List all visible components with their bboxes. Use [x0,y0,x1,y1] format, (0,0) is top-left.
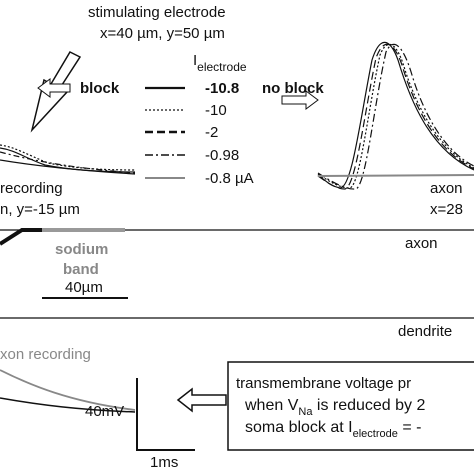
dendrite-label: dendrite [398,323,452,340]
legend-title-main: I [193,52,197,69]
sodium-label: sodium [55,241,108,258]
trace [0,151,136,174]
trace [0,147,136,173]
box-text-sub: Na [298,406,313,418]
legend-entry: -0.8 µA [205,170,254,187]
no-block-label: no block [262,80,324,97]
legend-entry: -10 [205,102,227,119]
box-text-part: is reduced by 2 [312,397,425,414]
scale-label: 40µm [65,279,103,296]
recording-label: axon [430,180,463,197]
axon-hillock [0,228,42,246]
legend-entry: -10.8 [205,80,239,97]
sodium-label: band [63,261,99,278]
scale-bar [136,378,195,451]
box-text-part: soma block at I [245,419,353,436]
block-label: block [80,80,120,97]
box-text-part: = - [398,419,422,436]
trace [0,144,136,171]
box-text: transmembrane voltage pr [236,375,411,392]
trace [317,43,474,190]
axon-label: axon [405,235,438,252]
legend-entry: -0.98 [205,147,239,164]
trace [0,397,136,413]
box-text-sub: electrode [353,428,398,440]
trace [317,41,474,189]
box-text: when VNa is reduced by 2 [244,397,425,418]
box-text: soma block at Ielectrode = - [245,419,421,440]
legend-title: Ielectrode [193,52,247,74]
position: x=40 µm, y=50 µm [100,25,225,42]
trace [0,369,136,411]
recording-label: recording [0,180,63,197]
trace [0,159,136,175]
recording-label: n, y=-15 µm [0,201,80,218]
box-text-part: when V [244,397,299,414]
block-arrow [37,78,71,98]
scale-label: 1ms [150,454,178,471]
axon-recording-label: xon recording [0,346,91,363]
trace [317,174,474,177]
trace [317,43,474,189]
legend-entry: -2 [205,124,218,141]
trace [317,44,474,190]
legend-title-sub: electrode [197,60,247,74]
note-box [227,361,474,451]
title: stimulating electrode [88,4,226,21]
recording-label: x=28 [430,201,463,218]
no-block-arrow [281,90,319,110]
scale-label: 40mV [85,403,124,420]
box-arrow [176,387,227,413]
